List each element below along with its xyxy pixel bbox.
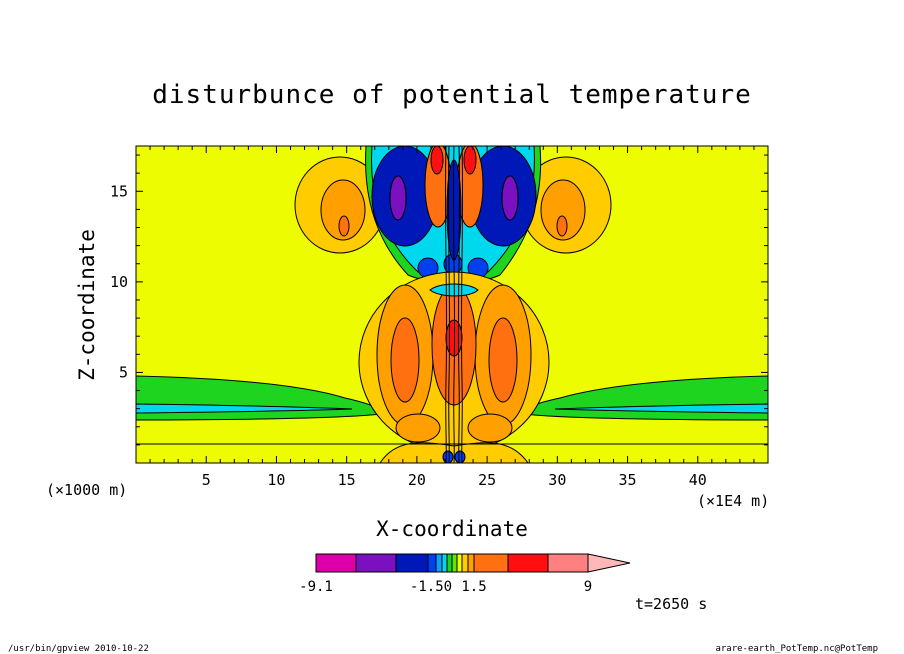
upper-right-lobe-core <box>556 215 568 237</box>
colorbar-tick-label: 1.5 <box>461 579 486 595</box>
colorbar-swatch <box>315 553 357 573</box>
y-tick-label: 15 <box>110 182 128 200</box>
colorbar-swatch <box>507 553 549 573</box>
colorbar-tick-label: -9.1 <box>299 579 333 595</box>
x-tick-label: 25 <box>478 471 496 489</box>
colorbar-swatch <box>441 553 448 573</box>
upper-jet-right-tip <box>463 146 477 175</box>
colorbar-tick-labels: -9.1 -1.50 1.5 9 <box>299 579 592 595</box>
y-tick-label: 5 <box>119 363 128 381</box>
plot-frame <box>135 145 769 464</box>
colorbar-swatch <box>461 553 469 573</box>
colorbar-swatch <box>446 553 453 573</box>
colorbar-swatch <box>427 553 437 573</box>
colorbar-swatch <box>395 553 429 573</box>
base-lobe-right <box>467 413 513 443</box>
y-axis-label: Z-coordinate <box>75 229 99 381</box>
x-tick-label: 35 <box>619 471 637 489</box>
base-blue-left <box>442 450 454 463</box>
upper-jet-left-tip <box>430 146 444 175</box>
x-tick-label: 10 <box>267 471 285 489</box>
colorbar-swatch <box>473 553 509 573</box>
y-tick-label: 10 <box>110 273 128 291</box>
colorbar-tick-label: -1.50 <box>410 579 452 595</box>
x-tick-label: 40 <box>689 471 707 489</box>
upper-left-lobe-inner <box>320 179 366 241</box>
upper-vortex-right-core <box>501 175 519 221</box>
lower-right-core <box>488 317 518 403</box>
colorbar-swatch <box>355 553 397 573</box>
time-label: t=2650 s <box>635 595 707 613</box>
footer-right: arare-earth_PotTemp.nc@PotTemp <box>715 644 878 654</box>
upper-vortex-left-core <box>389 175 407 221</box>
base-blue-right <box>454 450 466 463</box>
x-axis-ticks: 5 10 15 20 25 30 35 40 <box>149 146 755 489</box>
colorbar-swatch <box>451 553 458 573</box>
upper-left-lobe-core <box>338 215 350 237</box>
colorbar-tick-label: 9 <box>584 579 592 595</box>
x-unit-label: (×1E4 m) <box>697 492 769 510</box>
colorbar-swatch <box>435 553 443 573</box>
cyan-band-right <box>554 403 768 414</box>
contour-field <box>136 146 768 463</box>
colorbar <box>315 553 631 573</box>
cyan-band-left <box>136 403 353 414</box>
lower-left-core <box>390 317 420 403</box>
x-tick-label: 5 <box>202 471 211 489</box>
upper-right-lobe-inner <box>540 179 586 241</box>
contour-lines <box>136 146 768 463</box>
base-lobe-left <box>395 413 441 443</box>
colorbar-max-arrow <box>587 553 631 573</box>
x-tick-label: 15 <box>338 471 356 489</box>
y-unit-label: (×1000 m) <box>46 481 127 499</box>
x-tick-label: 20 <box>408 471 426 489</box>
x-tick-label: 30 <box>548 471 566 489</box>
colorbar-swatch <box>547 553 589 573</box>
colorbar-swatch <box>467 553 475 573</box>
colorbar-swatch <box>456 553 463 573</box>
chart-title: disturbunce of potential temperature <box>152 80 752 110</box>
x-axis-label: X-coordinate <box>376 517 528 541</box>
y-axis-ticks: 5 10 15 <box>110 154 768 446</box>
footer-left: /usr/bin/gpview 2010-10-22 <box>8 644 149 654</box>
